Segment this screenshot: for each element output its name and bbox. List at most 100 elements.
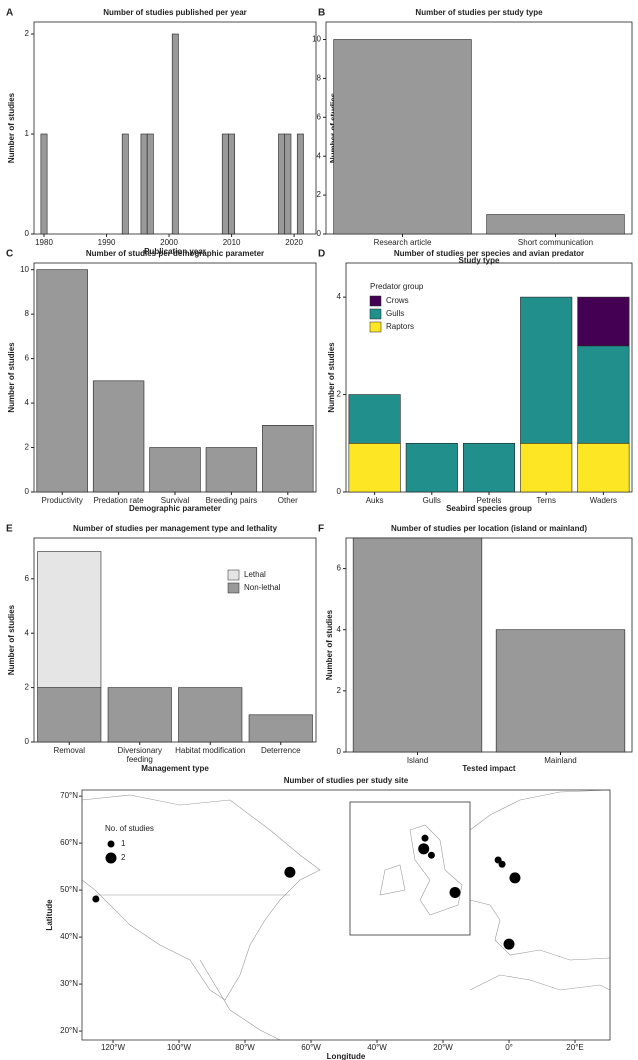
y-tick-label: 20°N (60, 1026, 78, 1035)
y-tick-label: 2 (25, 29, 30, 38)
x-tick-label-box: Productivity (42, 496, 83, 505)
x-tick-label: 1990 (98, 238, 116, 247)
y-tick-label: 0 (337, 747, 342, 756)
y-tick-label: 4 (337, 625, 342, 634)
y-tick-label: 6 (337, 564, 342, 573)
x-tick-label: Island (406, 756, 429, 765)
x-tick-label: 2020 (285, 238, 303, 247)
bar (333, 39, 472, 235)
y-tick-label: 4 (337, 292, 342, 301)
x-tick-label-box: Waders (589, 496, 618, 505)
x-tick-label-box: Breeding pairs (205, 496, 258, 505)
legend-label: Raptors (386, 322, 414, 331)
x-tick-label: Mainland (544, 756, 577, 765)
y-tick-label: 6 (25, 354, 30, 363)
x-tick-label-box: Deterrence (261, 746, 301, 755)
y-axis-title: Number of studies (327, 342, 336, 413)
x-tick-label: Short communication (517, 238, 594, 247)
legend-swatch (369, 321, 382, 333)
legend-label: 1 (121, 839, 126, 848)
inset-site-point (427, 851, 435, 859)
x-tick-label: 20°W (433, 1043, 453, 1052)
x-tick-label-box: Petrels (477, 496, 502, 505)
legend-swatch (227, 582, 240, 594)
x-tick-label: 100°W (167, 1043, 192, 1052)
legend-label: Gulls (386, 309, 404, 318)
x-tick-label: Predation rate (93, 496, 144, 505)
bar (262, 425, 314, 493)
bar-segment (405, 442, 458, 493)
bar-segment (248, 714, 313, 743)
x-tick-label: 60°W (301, 1043, 321, 1052)
bar-segment (37, 551, 102, 688)
bar (228, 133, 236, 235)
plot-frame (345, 537, 633, 753)
legend-label: Lethal (244, 570, 266, 579)
bar (171, 33, 179, 235)
x-tick-label-box: Auks (365, 496, 384, 505)
x-tick-label-box: Predation rate (93, 496, 144, 505)
x-tick-label: Waders (589, 496, 618, 505)
y-tick-label: 8 (317, 74, 322, 83)
bar (40, 133, 48, 235)
panel-letter: B (318, 8, 325, 19)
site-point (92, 895, 100, 903)
y-tick-label: 10 (312, 35, 321, 44)
x-tick-label: Breeding pairs (205, 496, 258, 505)
bar (205, 447, 258, 493)
y-tick-label: 2 (25, 683, 30, 692)
x-tick-label-box: Removal (53, 746, 85, 755)
chart-title: Number of studies per species and avian … (394, 249, 584, 258)
x-tick-label-box: Gulls (423, 496, 441, 505)
bar-segment (577, 296, 630, 347)
bar-segment (348, 394, 401, 444)
bar-segment (520, 296, 573, 444)
bar (296, 133, 304, 235)
legend-title: No. of studies (105, 824, 154, 833)
bar (36, 269, 88, 493)
x-tick-label: 40°W (367, 1043, 387, 1052)
y-tick-label: 2 (25, 443, 30, 452)
y-tick-label: 40°N (60, 932, 78, 941)
bar (278, 133, 286, 235)
y-tick-label: 4 (25, 628, 30, 637)
y-tick-label: 4 (317, 151, 322, 160)
bar-segment (577, 345, 630, 444)
y-tick-label: 2 (317, 190, 322, 199)
chart-title: Number of studies per location (island o… (391, 524, 587, 533)
y-tick-label: 50°N (60, 885, 78, 894)
x-tick-label-box: Terns (536, 496, 556, 505)
site-point (503, 938, 515, 950)
site-point (284, 866, 296, 878)
x-axis-title: Study type (459, 256, 500, 265)
y-tick-label: 70°N (60, 791, 78, 800)
bar-segment (107, 687, 172, 743)
bar (92, 380, 145, 493)
y-tick-label: 0 (25, 737, 30, 746)
x-tick-label: Auks (365, 496, 384, 505)
legend-label: Crows (386, 296, 409, 305)
x-tick-label-box: Island (406, 756, 429, 765)
y-tick-label: 6 (317, 112, 322, 121)
chart-title: Number of studies per management type an… (73, 524, 278, 533)
bar (146, 133, 154, 235)
x-tick-label: 0° (505, 1043, 513, 1052)
legend-symbol (105, 852, 117, 864)
y-axis-title: Number of studies (7, 92, 16, 163)
legend-swatch (369, 295, 382, 307)
x-tick-label-box: Habitat modification (175, 746, 245, 755)
legend-swatch (227, 569, 240, 581)
legend-swatch (369, 308, 382, 320)
plot-frame (33, 537, 317, 743)
x-tick-label-box: Diversionary feeding (118, 746, 162, 764)
x-tick-label: Other (277, 496, 298, 505)
x-tick-label: 2010 (223, 238, 241, 247)
bar-segment (178, 687, 243, 743)
y-tick-label: 30°N (60, 979, 78, 988)
y-axis-title: Number of studies (7, 604, 16, 675)
bar (284, 133, 292, 235)
x-tick-label: 1980 (35, 238, 53, 247)
y-axis-title: Number of studies (7, 342, 16, 413)
y-tick-label: 0 (25, 487, 30, 496)
